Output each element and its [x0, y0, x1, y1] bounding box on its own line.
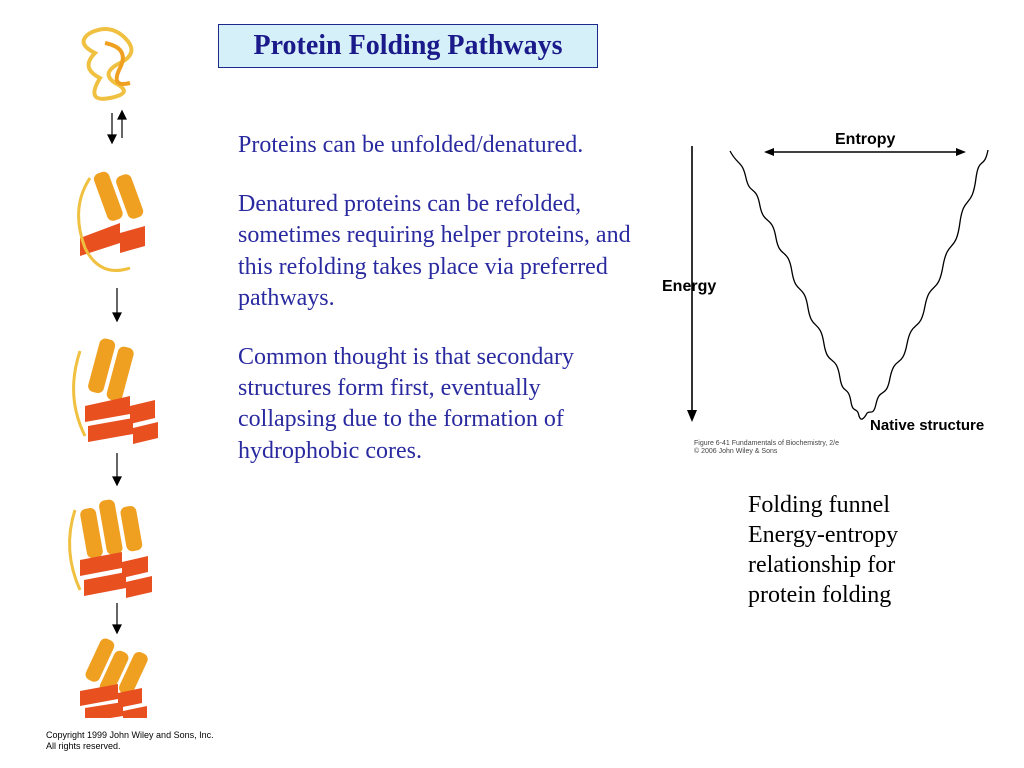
caption-line-1: Folding funnel: [748, 490, 998, 520]
paragraph-1: Proteins can be unfolded/denatured.: [238, 130, 638, 161]
credit-line-1: Figure 6-41 Fundamentals of Biochemistry…: [694, 440, 839, 448]
page-title: Protein Folding Pathways: [253, 30, 562, 62]
stage-native-icon: [80, 635, 150, 718]
entropy-axis-icon: [764, 148, 966, 156]
protein-folding-stages-diagram: [50, 18, 200, 718]
arrow-4-icon: [113, 603, 121, 633]
arrow-3-icon: [113, 453, 121, 485]
entropy-axis-label: Entropy: [835, 131, 896, 148]
funnel-curve-icon: [730, 150, 988, 419]
caption-line-2: Energy-entropy: [748, 520, 998, 550]
funnel-figure-credit: Figure 6-41 Fundamentals of Biochemistry…: [694, 440, 839, 455]
arrow-1-icon: [108, 111, 126, 143]
stage-intermediate-1-icon: [74, 337, 158, 444]
body-text: Proteins can be unfolded/denatured. Dena…: [238, 130, 638, 495]
paragraph-3: Common thought is that secondary structu…: [238, 342, 638, 467]
native-structure-label: Native structure: [870, 417, 984, 434]
funnel-caption: Folding funnel Energy-entropy relationsh…: [748, 490, 998, 610]
folding-funnel-diagram: Energy Entropy Native structure: [660, 126, 990, 456]
arrow-2-icon: [113, 288, 121, 321]
copyright-line-2: All rights reserved.: [46, 741, 214, 752]
credit-line-2: © 2006 John Wiley & Sons: [694, 448, 839, 456]
left-copyright: Copyright 1999 John Wiley and Sons, Inc.…: [46, 730, 214, 752]
caption-line-3: relationship for: [748, 550, 998, 580]
stage-unfolded-icon: [84, 29, 132, 99]
caption-line-4: protein folding: [748, 580, 998, 610]
title-box: Protein Folding Pathways: [218, 24, 598, 68]
stage-intermediate-2-icon: [70, 495, 152, 598]
energy-axis-label: Energy: [662, 278, 716, 295]
copyright-line-1: Copyright 1999 John Wiley and Sons, Inc.: [46, 730, 214, 741]
stage-partial-icon: [79, 163, 145, 270]
paragraph-2: Denatured proteins can be refolded, some…: [238, 189, 638, 314]
